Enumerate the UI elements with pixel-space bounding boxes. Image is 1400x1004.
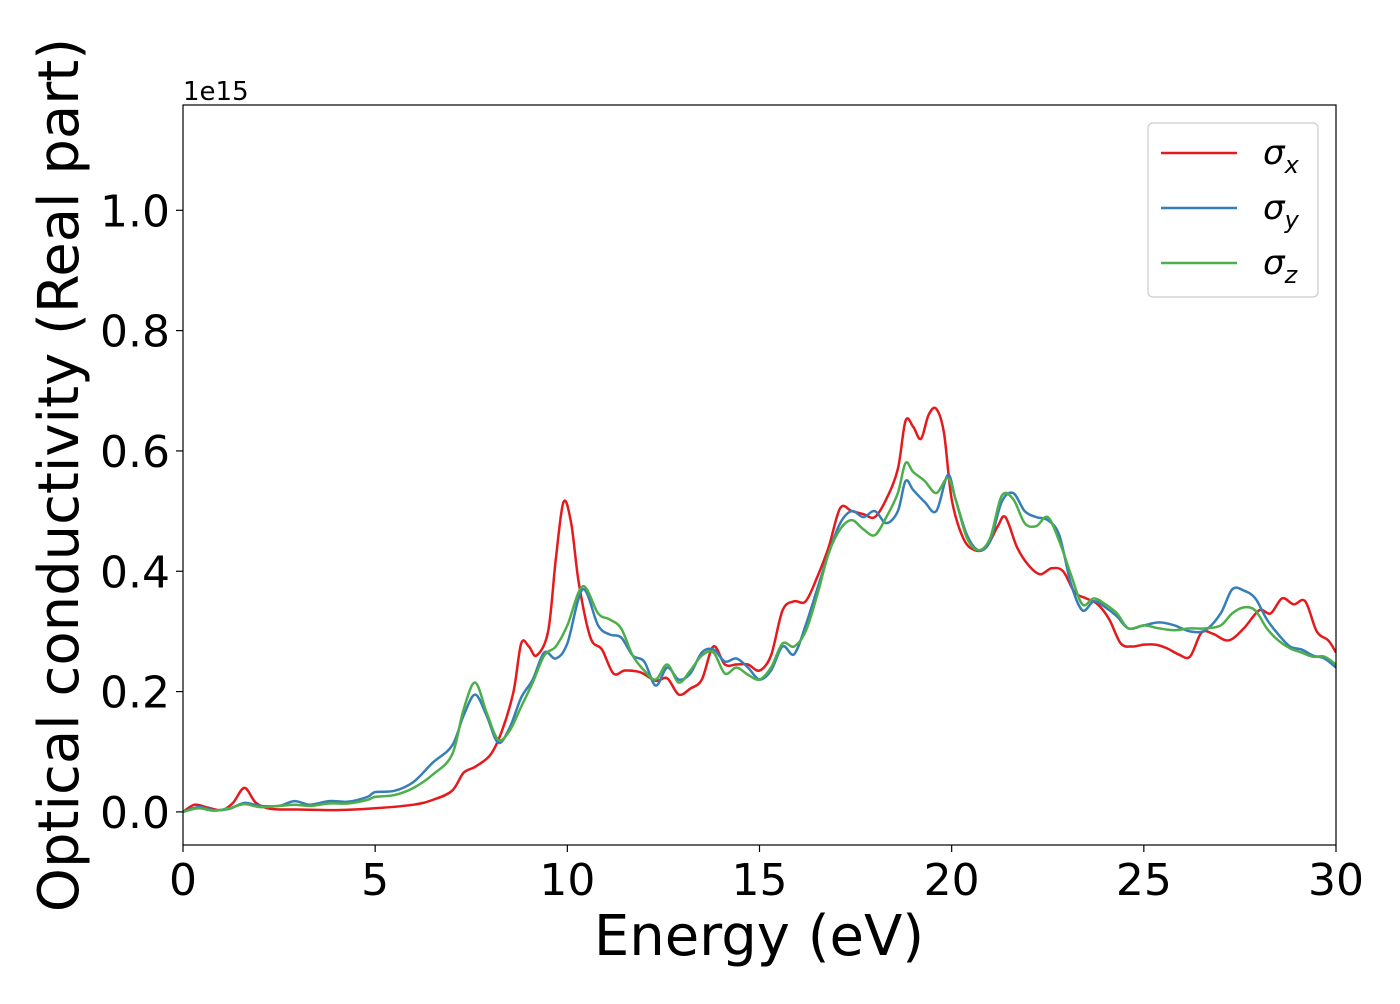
x-tick-label: 30	[1308, 855, 1364, 906]
y-axis: 0.0 0.2 0.4 0.6 0.8 1.0	[100, 186, 183, 839]
x-tick-label: 25	[1116, 855, 1172, 906]
x-tick-label: 10	[539, 855, 595, 906]
plot-lines	[183, 406, 1336, 814]
legend-box	[1147, 122, 1319, 298]
legend-label-y: σy	[1263, 188, 1300, 234]
legend: σx σy σz	[1147, 122, 1319, 298]
x-axis: 0 5 10 15 20 25 30	[169, 845, 1364, 906]
series-line-y	[183, 473, 1336, 814]
y-tick-label: 0.4	[100, 547, 170, 598]
y-tick-label: 0.2	[100, 668, 170, 719]
x-tick-label: 5	[361, 855, 389, 906]
x-tick-label: 20	[924, 855, 980, 906]
y-tick-label: 1.0	[100, 186, 170, 237]
x-tick-label: 0	[169, 855, 197, 906]
y-tick-label: 0.8	[100, 307, 170, 358]
series-line-z	[183, 460, 1336, 814]
legend-label-z: σz	[1263, 243, 1299, 289]
x-tick-label: 15	[732, 855, 788, 906]
y-tick-label: 0.0	[100, 788, 170, 839]
y-tick-label: 0.6	[100, 427, 170, 478]
series-line-x	[183, 406, 1336, 813]
y-axis-label: Optical conductivity (Real part)	[27, 38, 92, 912]
y-offset-label: 1e15	[183, 77, 249, 107]
legend-label-x: σx	[1263, 133, 1300, 179]
x-axis-label: Energy (eV)	[594, 904, 924, 969]
